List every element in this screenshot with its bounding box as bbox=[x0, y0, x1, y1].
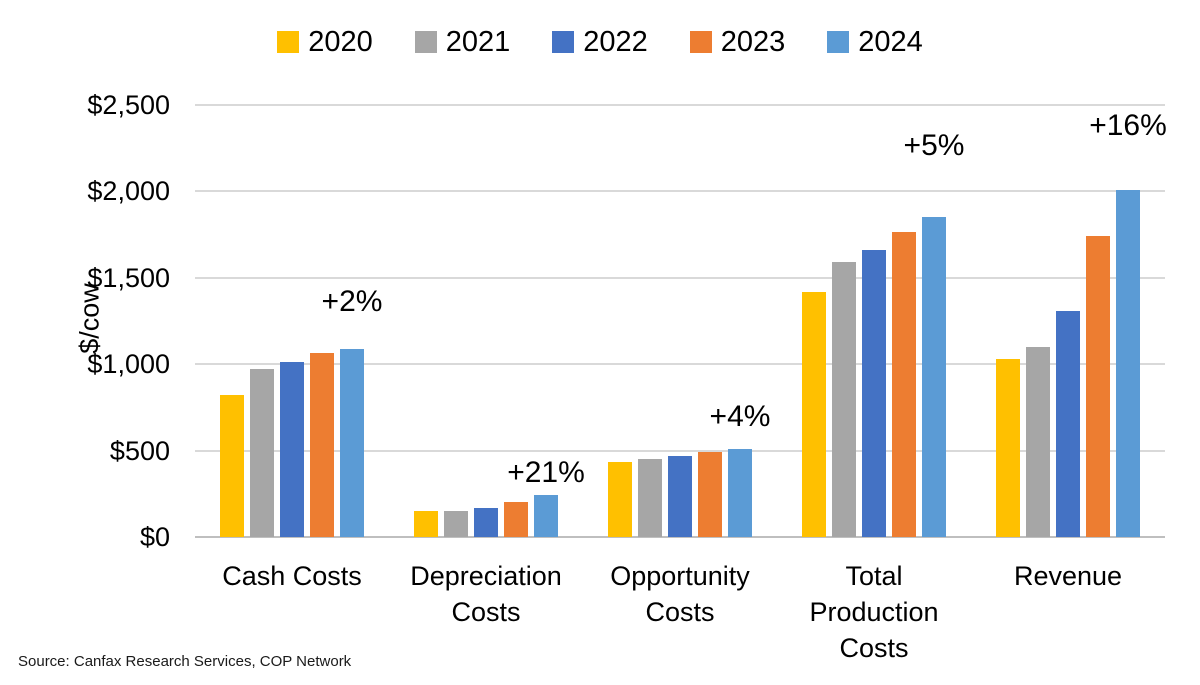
bar-2023-opportunity-costs bbox=[698, 452, 722, 537]
category-label-cash-costs: Cash Costs bbox=[222, 561, 362, 591]
annotation-opportunity-costs: +4% bbox=[709, 399, 771, 433]
annotation-total-production-costs: +5% bbox=[903, 129, 965, 163]
bar-2021-opportunity-costs bbox=[638, 459, 662, 537]
category-label-opportunity-costs: Opportunity Costs bbox=[610, 561, 750, 627]
legend-label-2020: 2020 bbox=[308, 26, 373, 58]
legend-item-2022: 2022 bbox=[552, 27, 648, 57]
legend-swatch-2020 bbox=[277, 31, 300, 53]
legend-label-2022: 2022 bbox=[583, 26, 648, 58]
gridline-2000 bbox=[195, 190, 1165, 193]
bar-2023-total-production-costs bbox=[892, 232, 916, 537]
legend-item-2021: 2021 bbox=[414, 26, 511, 58]
source-note: Source: Canfax Research Services, COP Ne… bbox=[18, 653, 352, 670]
legend-swatch-2024 bbox=[827, 31, 850, 53]
legend-label-2024: 2024 bbox=[858, 26, 923, 58]
bar-2020-total-production-costs bbox=[802, 292, 826, 537]
legend-swatch-2023 bbox=[689, 31, 712, 53]
y-tick-label-0: $0 bbox=[139, 522, 170, 552]
bar-2024-depreciation-costs bbox=[534, 494, 558, 537]
bar-2020-depreciation-costs bbox=[414, 511, 438, 537]
legend-item-2023: 2023 bbox=[689, 26, 786, 58]
bar-2021-revenue bbox=[1026, 346, 1050, 537]
bar-2023-cash-costs bbox=[310, 352, 334, 537]
bar-2024-revenue bbox=[1116, 189, 1140, 537]
y-tick-label-2000: $2,000 bbox=[87, 176, 170, 207]
chart-legend: 2020 2021 2022 2023 2024 bbox=[0, 27, 1200, 57]
y-tick-label-2500: $2,500 bbox=[87, 90, 170, 120]
category-label-total-production-costs: Total Production Costs bbox=[809, 561, 939, 663]
gridline-500 bbox=[195, 449, 1165, 452]
legend-label-2021: 2021 bbox=[445, 26, 511, 58]
bar-2022-cash-costs bbox=[280, 362, 304, 537]
bar-2022-depreciation-costs bbox=[474, 507, 498, 537]
legend-item-2024: 2024 bbox=[827, 27, 923, 57]
bar-2023-revenue bbox=[1086, 236, 1110, 537]
annotation-cash-costs: +2% bbox=[321, 284, 383, 318]
legend-swatch-2021 bbox=[414, 31, 437, 53]
gridline-2500 bbox=[195, 104, 1165, 106]
legend-label-2023: 2023 bbox=[720, 26, 786, 58]
y-tick-label-500: $500 bbox=[109, 435, 170, 466]
y-tick-label-1500: $1,500 bbox=[87, 262, 170, 293]
category-label-revenue: Revenue bbox=[1013, 561, 1123, 591]
bar-2020-cash-costs bbox=[220, 395, 244, 537]
annotation-depreciation-costs: +21% bbox=[507, 455, 585, 489]
annotation-revenue: +16% bbox=[1089, 108, 1167, 142]
x-axis-line bbox=[195, 536, 1165, 538]
bar-2022-total-production-costs bbox=[862, 250, 886, 537]
category-label-depreciation-costs: Depreciation Costs bbox=[410, 561, 562, 627]
bar-2022-opportunity-costs bbox=[668, 455, 692, 537]
bar-2020-revenue bbox=[996, 359, 1020, 537]
gridline-1000 bbox=[195, 363, 1165, 366]
bar-2023-depreciation-costs bbox=[504, 502, 528, 537]
bar-2022-revenue bbox=[1056, 310, 1080, 537]
bar-2021-total-production-costs bbox=[832, 262, 856, 537]
legend-swatch-2022 bbox=[552, 31, 575, 53]
gridline-1500 bbox=[195, 276, 1165, 279]
bar-2021-depreciation-costs bbox=[444, 511, 468, 537]
legend-item-2020: 2020 bbox=[277, 27, 373, 57]
bar-2024-opportunity-costs bbox=[728, 448, 752, 537]
bar-2024-total-production-costs bbox=[922, 217, 946, 537]
bar-2021-cash-costs bbox=[250, 368, 274, 537]
bar-2024-cash-costs bbox=[340, 348, 364, 537]
y-tick-label-1000: $1,000 bbox=[87, 349, 170, 380]
bar-2020-opportunity-costs bbox=[608, 461, 632, 537]
